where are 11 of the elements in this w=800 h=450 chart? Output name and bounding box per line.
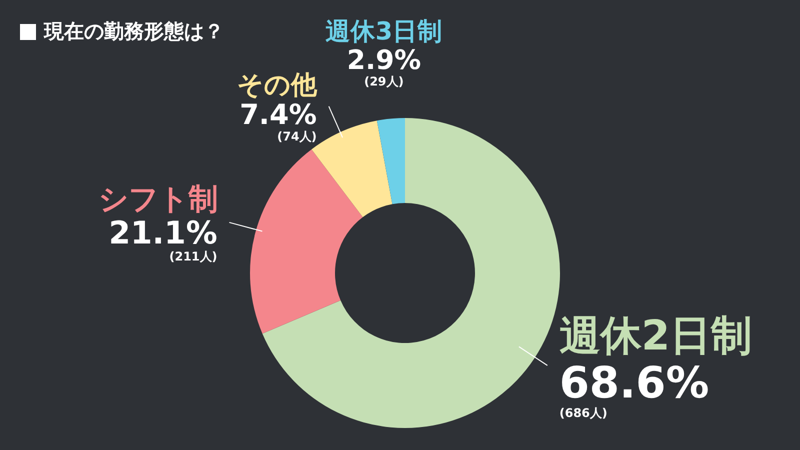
data-label: 7.4% (74人): [240, 98, 317, 144]
slice-label: 週休2日制: [559, 311, 752, 360]
slice-label: その他: [236, 70, 318, 100]
chart-title: 現在の勤務形態は？: [44, 18, 224, 45]
data-label: 2.9% (29人): [346, 45, 421, 89]
data-label: 68.6% (686人): [559, 358, 710, 420]
slice-label: シフト制: [98, 182, 218, 216]
donut-slice: [376, 118, 405, 204]
slice-label: 週休3日制: [325, 16, 443, 46]
donut-slice: [250, 149, 363, 334]
data-label: 21.1% (211人): [108, 215, 218, 264]
